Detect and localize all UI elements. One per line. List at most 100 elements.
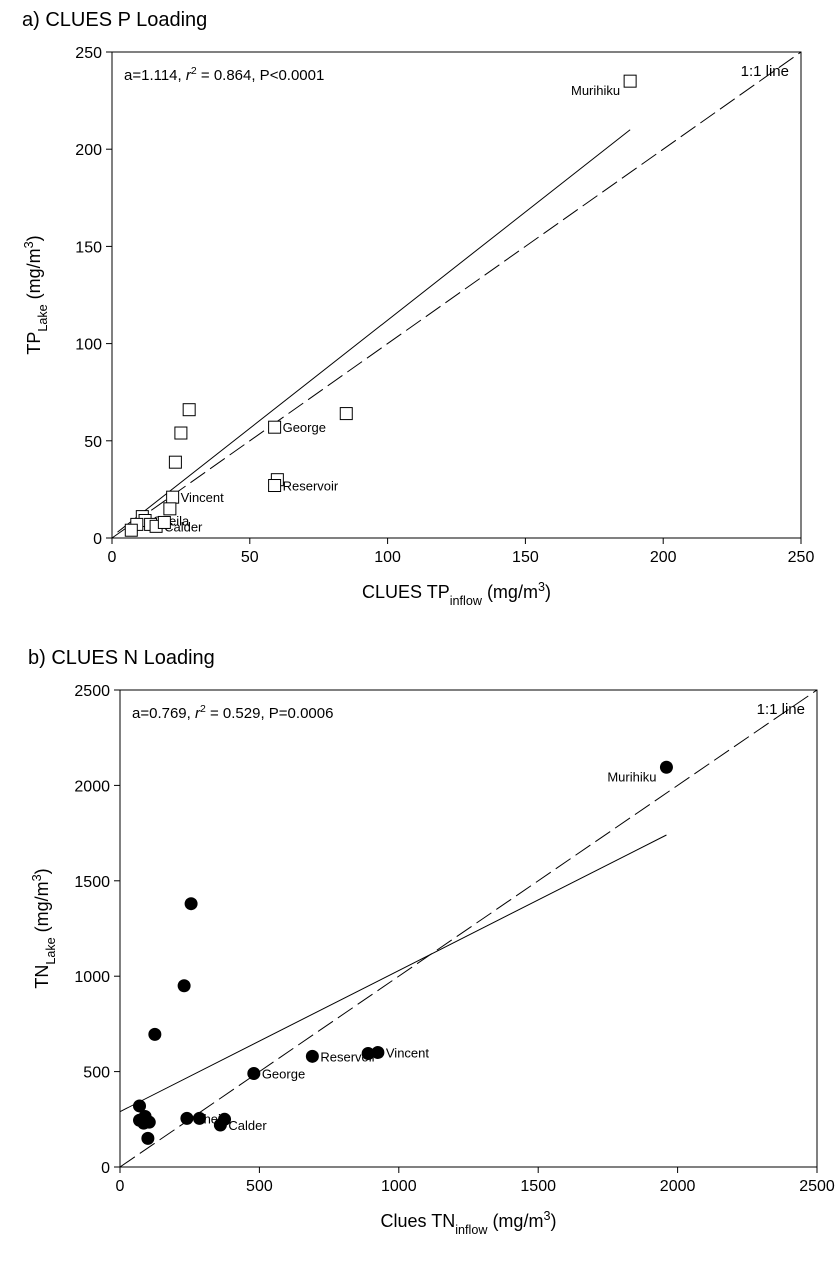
- y-axis-label-part: TP: [24, 332, 44, 355]
- x-axis-label: Clues TNinflow (mg/m3): [381, 1209, 557, 1237]
- y-axis-label-part: ): [32, 868, 52, 874]
- y-tick-label: 150: [75, 239, 102, 256]
- point-label: Murihiku: [607, 769, 656, 784]
- x-tick-label: 200: [650, 549, 677, 566]
- y-tick-label: 500: [83, 1065, 110, 1082]
- point: [168, 455, 182, 469]
- fit-annotation-part: 2: [191, 65, 197, 77]
- x-axis-label-part: CLUES TP: [362, 582, 450, 602]
- x-axis-label-part: Clues TN: [381, 1211, 456, 1231]
- chart-title: a) CLUES P Loading: [22, 9, 207, 31]
- fit-annotation-part: a=1.114,: [124, 67, 186, 84]
- x-axis-label-part: ): [550, 1211, 556, 1231]
- identity-line-label: 1:1 line: [741, 63, 789, 80]
- point: [339, 407, 353, 421]
- point: [141, 1131, 155, 1145]
- y-tick-label: 1000: [74, 969, 110, 986]
- y-axis-label-part: ): [24, 235, 44, 241]
- point: [174, 426, 188, 440]
- fit-annotation: a=1.114, r2 = 0.864, P<0.0001: [124, 65, 324, 84]
- point-label: Vincent: [181, 490, 225, 505]
- fit-line: [117, 129, 631, 533]
- y-tick-label: 250: [75, 45, 102, 62]
- point-label: Murihiku: [571, 83, 620, 98]
- y-tick-label: 0: [101, 1160, 110, 1177]
- point: [305, 1049, 319, 1063]
- point-label: George: [262, 1067, 305, 1082]
- point: [268, 420, 282, 434]
- x-axis-label-part: (mg/m: [482, 582, 538, 602]
- point: [218, 1112, 232, 1126]
- fit-annotation-part: 2: [200, 703, 206, 715]
- fit-annotation-part: a=0.769,: [132, 705, 195, 722]
- identity-line-label: 1:1 line: [757, 701, 805, 718]
- y-tick-label: 100: [75, 337, 102, 354]
- fit-line: [119, 834, 667, 1113]
- plot-frame: [111, 51, 802, 539]
- fit-annotation-part: = 0.864, P<0.0001: [197, 67, 325, 84]
- chart-title: b) CLUES N Loading: [28, 647, 215, 669]
- point: [177, 979, 191, 993]
- point: [157, 515, 171, 529]
- identity-line: [111, 51, 802, 539]
- fit-annotation-part: r: [186, 67, 192, 84]
- fit-annotation: a=0.769, r2 = 0.529, P=0.0006: [132, 703, 333, 722]
- point: [166, 490, 180, 504]
- fit-annotation-part: = 0.529, P=0.0006: [206, 705, 334, 722]
- x-axis-label-part: ): [545, 582, 551, 602]
- point-label: George: [283, 420, 326, 435]
- x-tick-label: 2500: [799, 1178, 835, 1195]
- x-axis-label: CLUES TPinflow (mg/m3): [362, 580, 551, 608]
- y-tick-label: 50: [84, 434, 102, 451]
- y-axis-label-part: TN: [32, 965, 52, 989]
- x-axis-label-part: inflow: [455, 1223, 488, 1237]
- y-axis-label: TPLake (mg/m3): [22, 235, 50, 354]
- y-tick-label: 2000: [74, 778, 110, 795]
- x-tick-label: 0: [108, 549, 117, 566]
- point: [371, 1046, 385, 1060]
- point: [142, 1115, 156, 1129]
- x-tick-label: 2000: [660, 1178, 696, 1195]
- point: [163, 502, 177, 516]
- y-axis-label-part: Lake: [36, 304, 50, 331]
- point: [659, 760, 673, 774]
- x-axis-label-part: 3: [543, 1209, 550, 1223]
- y-axis-label-part: Lake: [44, 937, 58, 964]
- plot-frame: [119, 689, 818, 1168]
- point: [268, 479, 282, 493]
- identity-line: [119, 689, 818, 1168]
- x-axis-label-part: (mg/m: [487, 1211, 543, 1231]
- x-tick-label: 500: [246, 1178, 273, 1195]
- x-tick-label: 0: [116, 1178, 125, 1195]
- point: [361, 1046, 375, 1060]
- point: [192, 1111, 206, 1125]
- y-axis-label-part: (mg/m: [32, 881, 52, 937]
- point: [182, 403, 196, 417]
- x-tick-label: 1500: [520, 1178, 556, 1195]
- point-label: Calder: [228, 1118, 267, 1133]
- x-tick-label: 150: [512, 549, 539, 566]
- y-axis-label-part: (mg/m: [24, 248, 44, 304]
- point: [184, 897, 198, 911]
- point: [133, 1099, 147, 1113]
- y-tick-label: 1500: [74, 874, 110, 891]
- x-tick-label: 50: [241, 549, 259, 566]
- point-label: Calder: [164, 519, 203, 534]
- point: [247, 1067, 261, 1081]
- x-axis-label-part: inflow: [450, 594, 483, 608]
- y-axis-label: TNLake (mg/m3): [30, 868, 58, 988]
- y-axis-label-part: 3: [30, 874, 44, 881]
- point: [180, 1111, 194, 1125]
- y-axis-label-part: 3: [22, 241, 36, 248]
- x-tick-label: 250: [788, 549, 815, 566]
- x-tick-label: 1000: [381, 1178, 417, 1195]
- point: [124, 523, 138, 537]
- point-label: Vincent: [386, 1046, 430, 1061]
- point: [623, 74, 637, 88]
- fit-annotation-part: r: [195, 705, 201, 722]
- x-tick-label: 100: [374, 549, 401, 566]
- y-tick-label: 200: [75, 142, 102, 159]
- y-tick-label: 0: [93, 531, 102, 548]
